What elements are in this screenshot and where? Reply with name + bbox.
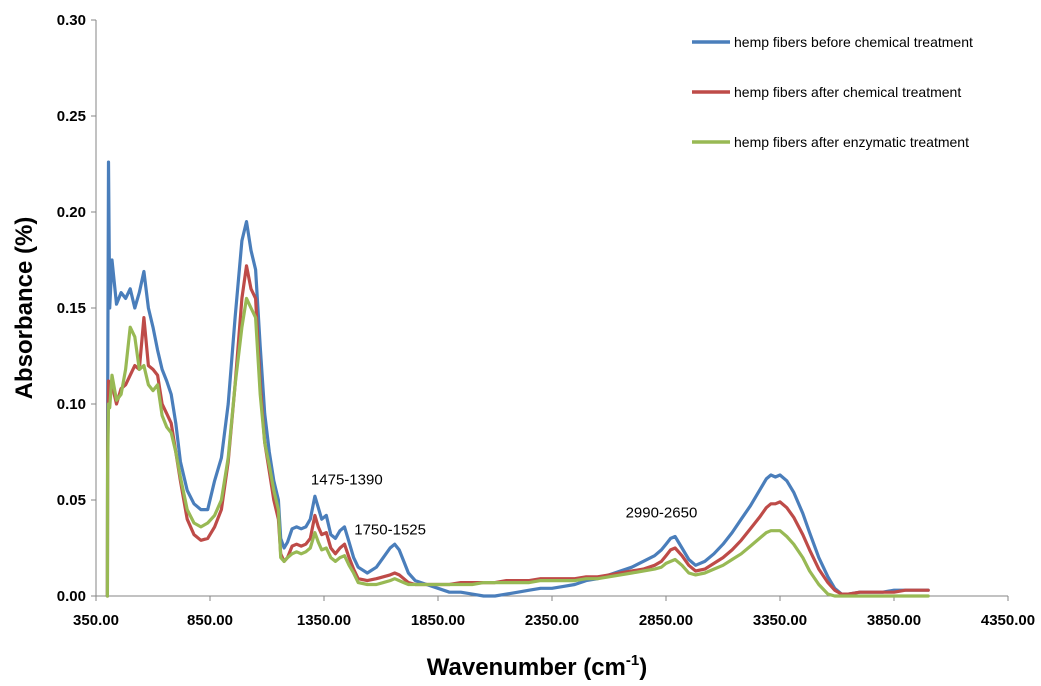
y-tick-label: 0.30 (57, 12, 86, 29)
x-tick-label: 4350.00 (981, 612, 1035, 629)
y-tick-label: 0.25 (57, 108, 86, 125)
annotation-label: 1750-1525 (354, 522, 426, 539)
x-axis-title: Wavenumber (cm-1) (427, 652, 648, 681)
x-tick-label: 3850.00 (867, 612, 921, 629)
x-tick-label: 1850.00 (411, 612, 465, 629)
x-tick-label: 2850.00 (639, 612, 693, 629)
annotation-label: 2990-2650 (626, 504, 698, 521)
series-line-2 (105, 296, 930, 598)
x-axis-title-close: ) (639, 654, 647, 681)
legend-label: hemp fibers after enzymatic treatment (734, 134, 969, 150)
y-tick-label: 0.10 (57, 396, 86, 413)
x-axis: 350.00 850.00 1350.00 1850.00 2350.00 2850.00… (73, 595, 1035, 629)
series-layer (105, 160, 930, 598)
x-axis-title-superscript: -1 (626, 652, 639, 669)
legend-label: hemp fibers after chemical treatment (734, 84, 961, 100)
series-line-0 (105, 160, 930, 598)
x-tick-label: 3350.00 (753, 612, 807, 629)
y-tick-label: 0.15 (57, 300, 86, 317)
x-tick-label: 350.00 (73, 612, 119, 629)
x-tick-label: 1350.00 (297, 612, 351, 629)
y-axis-title: Absorbance (%) (11, 217, 38, 400)
legend: hemp fibers before chemical treatment hem… (692, 34, 973, 150)
annotation-layer: 1475-1390 1750-1525 2990-2650 (311, 472, 697, 539)
y-tick-label: 0.00 (57, 588, 86, 605)
annotation-label: 1475-1390 (311, 472, 383, 489)
series-line-1 (105, 264, 930, 598)
x-tick-label: 2350.00 (525, 612, 579, 629)
y-axis: 0.00 0.05 0.10 0.15 0.20 0.25 0.30 (57, 12, 97, 605)
y-tick-label: 0.20 (57, 204, 86, 221)
x-tick-label: 850.00 (187, 612, 233, 629)
y-tick-label: 0.05 (57, 492, 86, 509)
x-axis-title-main: Wavenumber (cm (427, 654, 626, 681)
legend-label: hemp fibers before chemical treatment (734, 34, 973, 50)
